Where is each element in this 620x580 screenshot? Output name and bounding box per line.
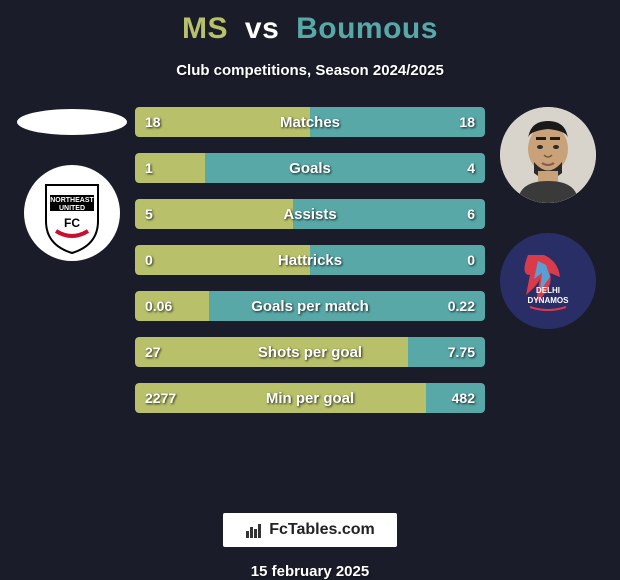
stat-value-right: 0.22 bbox=[448, 298, 475, 314]
stat-row: 27 7.75 Shots per goal bbox=[135, 337, 485, 367]
stat-value-left: 0 bbox=[145, 252, 153, 268]
stat-row: 1 4 Goals bbox=[135, 153, 485, 183]
stat-bar-left bbox=[135, 199, 293, 229]
stat-bar-right bbox=[205, 153, 485, 183]
comparison-title: MS vs Boumous bbox=[182, 12, 438, 46]
player1-photo-placeholder bbox=[17, 109, 127, 135]
stat-value-left: 5 bbox=[145, 206, 153, 222]
brand-badge: FcTables.com bbox=[223, 513, 397, 547]
title-vs: vs bbox=[245, 12, 279, 45]
player2-club-logo: DELHI DYNAMOS bbox=[500, 233, 596, 329]
svg-text:FC: FC bbox=[64, 216, 80, 230]
right-player-column: DELHI DYNAMOS bbox=[493, 107, 603, 329]
stat-row: 0 0 Hattricks bbox=[135, 245, 485, 275]
stats-chart: 18 18 Matches 1 4 Goals 5 6 Assists 0 0 Hattricks 0.… bbox=[135, 107, 485, 413]
stat-value-right: 6 bbox=[467, 206, 475, 222]
stat-value-left: 0.06 bbox=[145, 298, 172, 314]
stat-row: 2277 482 Min per goal bbox=[135, 383, 485, 413]
stat-label: Goals per match bbox=[251, 298, 369, 315]
title-player1: MS bbox=[182, 12, 228, 45]
stat-label: Matches bbox=[280, 114, 340, 131]
stat-value-right: 482 bbox=[452, 390, 475, 406]
player1-club-logo: NORTHEAST UNITED FC bbox=[24, 165, 120, 261]
stat-value-right: 7.75 bbox=[448, 344, 475, 360]
left-player-column: NORTHEAST UNITED FC bbox=[17, 107, 127, 261]
stat-value-right: 18 bbox=[459, 114, 475, 130]
svg-text:UNITED: UNITED bbox=[59, 205, 85, 212]
stat-label: Shots per goal bbox=[258, 344, 362, 361]
stat-value-left: 27 bbox=[145, 344, 161, 360]
stat-row: 0.06 0.22 Goals per match bbox=[135, 291, 485, 321]
subtitle: Club competitions, Season 2024/2025 bbox=[176, 62, 444, 79]
stat-value-left: 1 bbox=[145, 160, 153, 176]
stat-label: Goals bbox=[289, 160, 331, 177]
fctables-bars-icon bbox=[245, 521, 263, 539]
svg-text:DELHI: DELHI bbox=[536, 286, 560, 295]
stat-value-right: 4 bbox=[467, 160, 475, 176]
player-avatar-icon bbox=[500, 107, 596, 203]
main-area: NORTHEAST UNITED FC 18 18 Matches 1 4 Goals 5 6… bbox=[0, 107, 620, 491]
stat-value-left: 2277 bbox=[145, 390, 176, 406]
player2-photo bbox=[500, 107, 596, 203]
stat-label: Hattricks bbox=[278, 252, 342, 269]
stat-value-right: 0 bbox=[467, 252, 475, 268]
stat-value-left: 18 bbox=[145, 114, 161, 130]
svg-text:NORTHEAST: NORTHEAST bbox=[50, 197, 94, 204]
stat-row: 5 6 Assists bbox=[135, 199, 485, 229]
title-player2: Boumous bbox=[296, 12, 438, 45]
svg-text:DYNAMOS: DYNAMOS bbox=[528, 296, 570, 305]
stat-row: 18 18 Matches bbox=[135, 107, 485, 137]
stat-label: Assists bbox=[283, 206, 336, 223]
footer-date: 15 february 2025 bbox=[251, 563, 369, 580]
delhi-dynamos-logo-icon: DELHI DYNAMOS bbox=[500, 233, 596, 329]
northeast-united-logo-icon: NORTHEAST UNITED FC bbox=[24, 165, 120, 261]
stat-label: Min per goal bbox=[266, 390, 354, 407]
brand-text: FcTables.com bbox=[269, 521, 375, 539]
